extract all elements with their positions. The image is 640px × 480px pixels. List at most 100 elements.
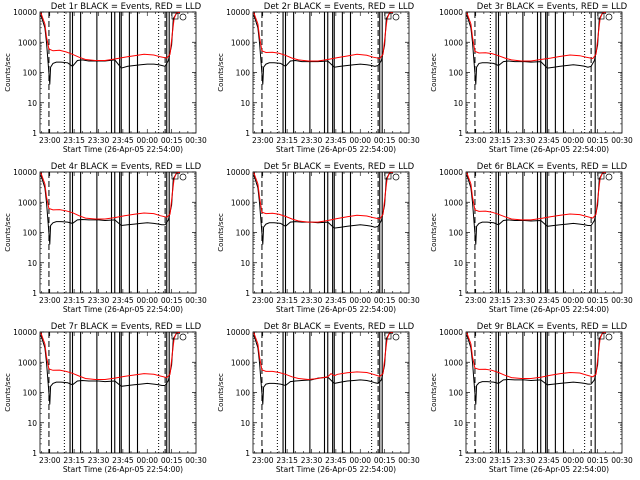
y-axis-label: Counts/sec [430, 53, 438, 92]
y-tick-label: 10000 [439, 168, 463, 177]
y-tick-label: 1 [32, 289, 37, 298]
legend-box-marker [384, 332, 392, 340]
x-tick-label: 00:00 [136, 136, 158, 145]
x-tick-label: 00:30 [185, 136, 207, 145]
y-tick-label: 10 [27, 99, 37, 108]
x-tick-label: 23:45 [538, 136, 560, 145]
x-axis-label: Start Time (26-Apr-05 22:54:00) [63, 465, 183, 474]
x-tick-label: 23:15 [489, 456, 511, 465]
y-tick-label: 10 [240, 99, 250, 108]
y-tick-label: 100 [23, 389, 38, 398]
y-tick-label: 10 [240, 419, 250, 428]
y-tick-label: 1 [245, 129, 250, 138]
lld-series-line [253, 12, 393, 62]
x-tick-label: 23:45 [325, 456, 347, 465]
x-tick-label: 23:00 [39, 456, 61, 465]
y-tick-label: 1 [32, 449, 37, 458]
x-tick-label: 23:45 [325, 136, 347, 145]
plot-body [466, 332, 606, 453]
x-tick-label: 00:15 [374, 456, 396, 465]
x-tick-label: 00:30 [185, 296, 207, 305]
x-tick-label: 23:15 [63, 136, 85, 145]
x-tick-label: 23:00 [465, 136, 487, 145]
y-tick-label: 10000 [226, 328, 250, 337]
y-tick-label: 1000 [444, 38, 463, 47]
chart-title: Det 5r BLACK = Events, RED = LLD [264, 162, 415, 172]
x-tick-label: 00:30 [611, 136, 633, 145]
x-tick-label: 23:15 [63, 456, 85, 465]
x-tick-label: 00:15 [374, 296, 396, 305]
legend-circle-marker [605, 13, 613, 21]
events-series-line [40, 12, 180, 85]
y-tick-label: 1000 [18, 358, 37, 367]
y-tick-label: 1000 [231, 38, 250, 47]
x-tick-label: 23:45 [112, 136, 134, 145]
x-tick-label: 00:15 [161, 136, 183, 145]
detector-chart: Det 8r BLACK = Events, RED = LLD 1 10 100 10… [217, 322, 420, 474]
x-tick-label: 23:45 [112, 296, 134, 305]
x-tick-label: 23:15 [276, 296, 298, 305]
legend-box-marker [597, 12, 605, 20]
chart-title: Det 7r BLACK = Events, RED = LLD [51, 322, 202, 332]
chart-title: Det 9r BLACK = Events, RED = LLD [477, 322, 628, 332]
y-tick-label: 1000 [18, 198, 37, 207]
x-tick-label: 23:30 [301, 456, 323, 465]
y-tick-label: 1000 [231, 358, 250, 367]
chart-title: Det 6r BLACK = Events, RED = LLD [477, 162, 628, 172]
y-tick-label: 100 [449, 389, 464, 398]
legend-box-marker [171, 172, 179, 180]
x-tick-label: 00:00 [349, 296, 371, 305]
y-tick-label: 1000 [231, 198, 250, 207]
x-axis-label: Start Time (26-Apr-05 22:54:00) [63, 145, 183, 154]
legend-circle-marker [392, 173, 400, 181]
x-tick-label: 23:30 [514, 136, 536, 145]
legend-circle-marker [605, 173, 613, 181]
x-axis-label: Start Time (26-Apr-05 22:54:00) [276, 465, 396, 474]
legend-box-marker [597, 172, 605, 180]
events-series-line [466, 12, 606, 85]
detector-chart: Det 7r BLACK = Events, RED = LLD 1 10 100 10… [4, 322, 207, 474]
x-tick-label: 00:00 [349, 136, 371, 145]
detector-chart: Det 4r BLACK = Events, RED = LLD 1 10 100 10… [4, 162, 207, 314]
plot-body [40, 12, 180, 133]
y-tick-label: 10 [240, 259, 250, 268]
x-tick-label: 23:30 [88, 296, 110, 305]
y-tick-label: 10000 [226, 168, 250, 177]
events-series-line [40, 172, 180, 245]
plot-body [40, 172, 180, 293]
legend-box-marker [384, 172, 392, 180]
x-tick-label: 23:15 [489, 296, 511, 305]
detector-chart: Det 1r BLACK = Events, RED = LLD 1 10 100 10… [4, 2, 207, 154]
events-series-line [253, 12, 393, 85]
x-tick-label: 23:15 [63, 296, 85, 305]
plot-body [466, 172, 606, 293]
legend-circle-marker [179, 13, 187, 21]
y-tick-label: 100 [236, 389, 251, 398]
x-tick-label: 23:15 [276, 136, 298, 145]
x-tick-label: 23:00 [252, 456, 274, 465]
y-tick-label: 10000 [226, 8, 250, 17]
legend-box-marker [384, 12, 392, 20]
x-tick-label: 00:15 [161, 456, 183, 465]
legend-box-marker [597, 332, 605, 340]
x-tick-label: 00:15 [587, 136, 609, 145]
detector-chart: Det 2r BLACK = Events, RED = LLD 1 10 100 10… [217, 2, 420, 154]
y-axis-label: Counts/sec [217, 373, 225, 412]
x-tick-label: 23:45 [325, 296, 347, 305]
legend-circle-marker [392, 13, 400, 21]
y-tick-label: 10 [453, 99, 463, 108]
detector-chart: Det 5r BLACK = Events, RED = LLD 1 10 100 10… [217, 162, 420, 314]
y-tick-label: 100 [449, 69, 464, 78]
lld-series-line [40, 172, 180, 220]
x-tick-label: 00:15 [161, 296, 183, 305]
events-series-line [466, 332, 606, 405]
y-tick-label: 10 [27, 259, 37, 268]
x-tick-label: 00:15 [587, 456, 609, 465]
y-tick-label: 1000 [444, 358, 463, 367]
x-tick-label: 23:30 [514, 296, 536, 305]
y-axis-label: Counts/sec [4, 53, 12, 92]
plot-body [40, 332, 180, 453]
y-axis-label: Counts/sec [217, 213, 225, 252]
legend-circle-marker [179, 173, 187, 181]
lld-series-line [253, 172, 393, 223]
